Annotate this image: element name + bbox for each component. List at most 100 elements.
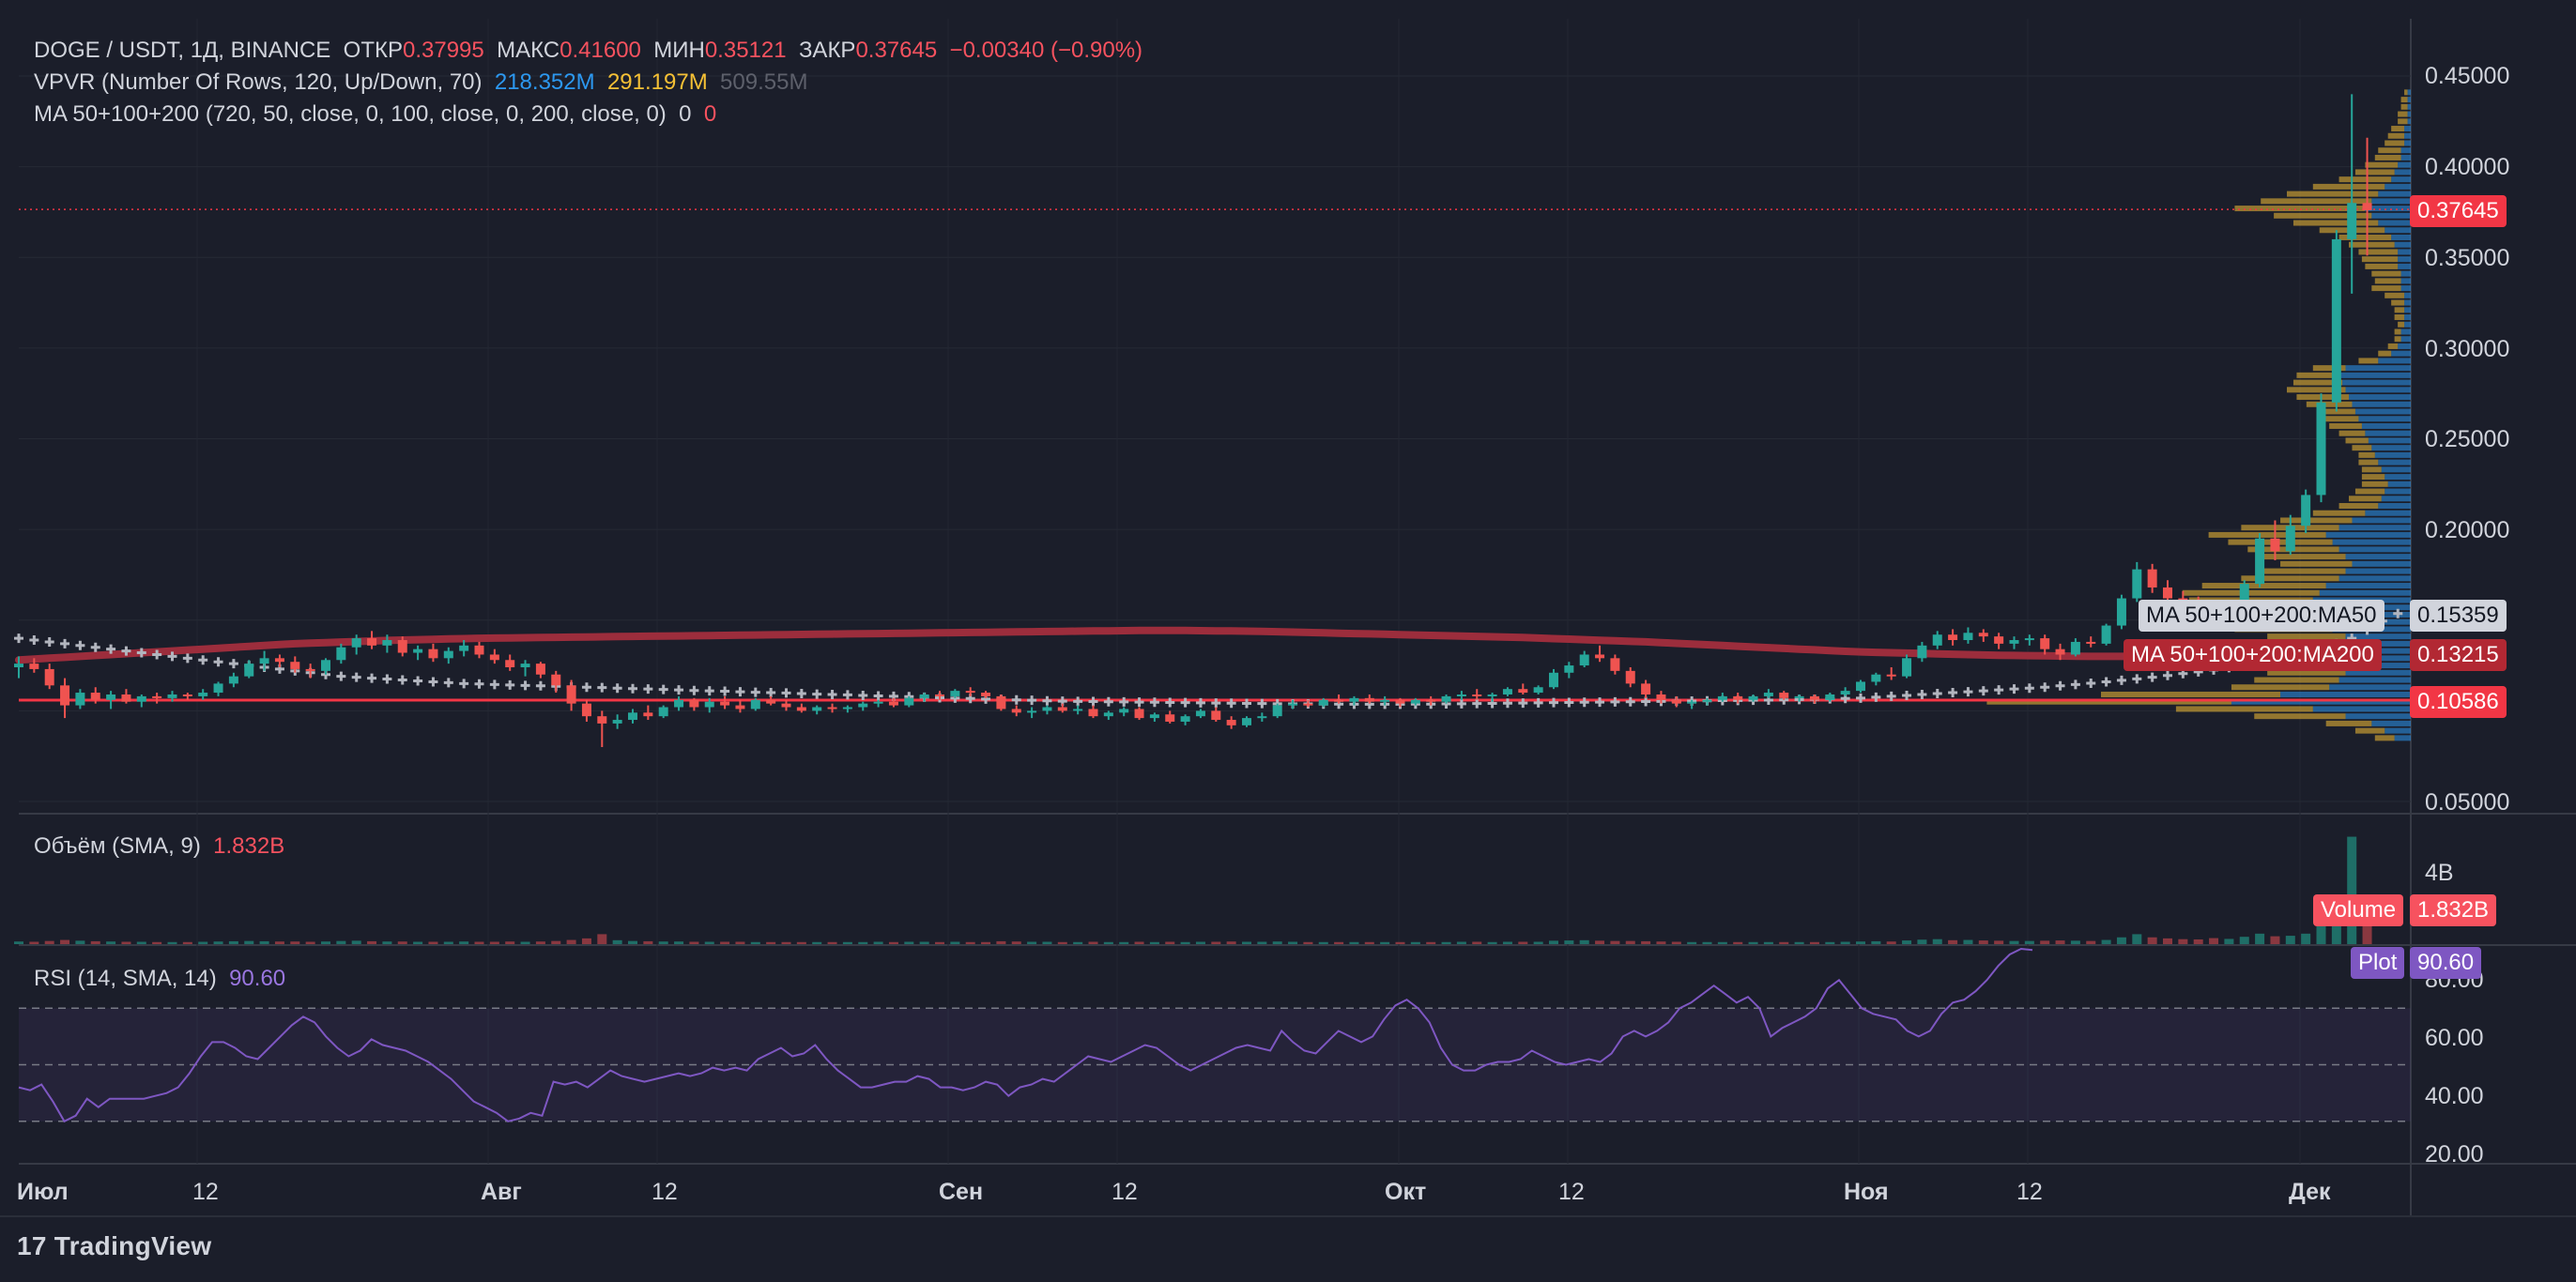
ma200-name-tag: MA 50+100+200:MA200 [2124,639,2382,671]
ma50-marker [1625,696,1635,707]
vpvr-down-bar [2175,706,2313,712]
candle-body [750,699,760,710]
vpvr-down-bar [2354,169,2395,176]
ma50-marker [1165,697,1175,708]
volume-bar [1687,941,1697,944]
volume-bar [1994,940,2004,944]
vpvr-legend[interactable]: VPVR (Number Of Rows, 120, Up/Down, 70) … [34,69,807,96]
ma50-marker [60,638,70,649]
volume-bar [1242,941,1251,944]
candle-body [29,664,39,669]
volume-bar [213,941,223,944]
candle-body [1257,716,1267,719]
volume-bar [1856,941,1865,944]
vpvr-down-bar [2280,517,2353,524]
vpvr-down-bar [2312,365,2346,372]
ma50-marker [198,655,208,665]
vpvr-down-bar [2354,488,2385,495]
low-label: МИН [653,38,705,63]
ma50-marker [750,687,760,697]
vpvr-up-bar [2352,560,2411,567]
volume-bar [75,940,85,944]
candle-body [781,703,791,708]
volume-bar [1441,941,1451,944]
volume-bar [2040,940,2050,944]
volume-bar [1349,941,1359,944]
vpvr-down-bar [2371,270,2401,277]
candle-body [443,650,453,659]
candle-body [628,712,637,721]
rsi-legend[interactable]: RSI (14, SMA, 14) 90.60 [34,966,285,992]
ma50-marker [1932,689,1942,699]
volume-bar [1932,939,1942,944]
rsi-line [18,947,2033,1123]
candle-body [1687,701,1697,704]
ma50-marker [90,642,100,652]
volume-bar [1073,941,1083,944]
volume-bar [2347,836,2357,944]
vpvr-up-bar [2384,227,2411,234]
volume-bar [413,941,423,944]
candle-body [1502,689,1512,694]
tradingview-logo[interactable]: 17 TradingView [17,1231,211,1261]
volume-bar [505,941,515,944]
volume-bar [428,941,438,944]
volume-bar [1748,941,1758,944]
symbol-legend: DOGE / USDT, 1Д, BINANCE ОТКР0.37995 МАК… [34,38,1142,64]
vpvr-down-bar [2261,198,2372,205]
candle-body [1963,633,1973,641]
vpvr-down-bar [2361,474,2385,481]
time-tick-label: Авг [481,1179,522,1205]
volume-bar [1779,941,1789,944]
vpvr-down-value: 291.197M [606,69,708,95]
vpvr-up-bar [2329,684,2411,691]
candle-body [2239,584,2249,612]
candle-body [2040,638,2050,649]
volume-bar [735,941,745,944]
ma50-marker [44,636,54,647]
candle-body [1088,709,1098,717]
main-pane [19,19,2411,813]
candle-body [489,654,499,661]
ma-value-1: 0 [679,101,692,127]
open-label: ОТКР [343,38,403,63]
volume-bar [1825,941,1835,944]
volume-bar [2239,937,2249,944]
vpvr-up-bar [2365,430,2411,436]
volume-bar [1318,941,1328,944]
ma50-marker [1579,697,1589,708]
vpvr-up-bar [2312,706,2411,712]
candle-body [1917,645,1927,659]
candle-body [351,638,361,648]
candle-body [888,701,898,706]
vpvr-down-bar [2182,589,2320,596]
candle-body [1410,699,1420,704]
candle-body [1549,672,1558,688]
candle-body [1272,705,1282,717]
vpvr-down-bar [2345,437,2369,444]
candle-body [397,640,407,653]
vpvr-down-bar [2329,422,2362,429]
candle-body [704,701,714,708]
vpvr-up-bar [2404,321,2411,328]
volume-bar [198,941,208,944]
volume-bar [152,941,162,944]
volume-bar [2209,938,2219,944]
vpvr-down-bar [2280,560,2353,567]
candle-body [2301,495,2311,527]
vpvr-up-bar [2371,445,2411,451]
ma50-marker [766,688,776,698]
vpvr-down-bar [2387,343,2399,349]
volume-bar [1165,941,1175,944]
volume-legend[interactable]: Объём (SMA, 9) 1.832B [34,833,284,860]
ma50-marker [1902,690,1912,700]
candle-body [1180,716,1190,722]
time-tick-label: Окт [1385,1179,1427,1205]
vpvr-down-bar [2378,350,2392,357]
volume-bar [182,941,192,944]
ma-legend[interactable]: MA 50+100+200 (720, 50, close, 0, 100, c… [34,101,716,128]
vpvr-up-bar [2352,517,2411,524]
vpvr-up-bar [2365,206,2411,212]
volume-bar [1103,941,1113,944]
